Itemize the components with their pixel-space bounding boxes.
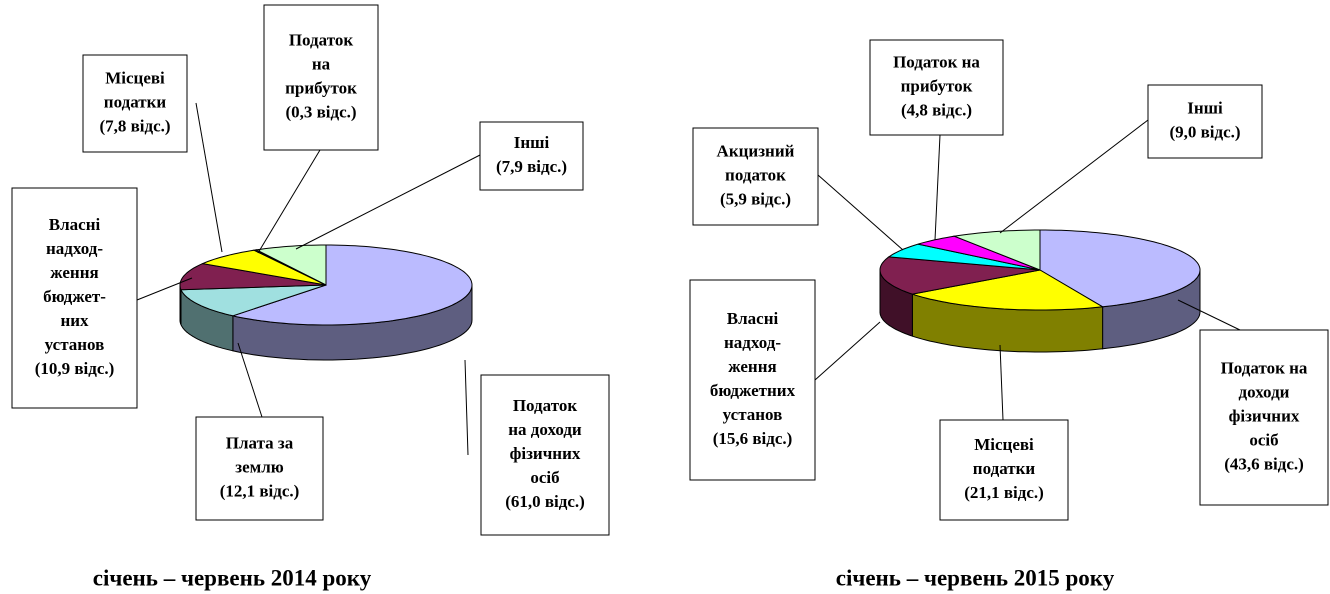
category-label: прибуток bbox=[285, 78, 357, 97]
category-label: Податок на bbox=[1221, 358, 1308, 377]
leader-line bbox=[814, 321, 881, 381]
value-label: (12,1 відс.) bbox=[220, 481, 300, 500]
value-label: (43,6 відс.) bbox=[1224, 454, 1304, 473]
leader-line bbox=[934, 134, 941, 241]
leader-line bbox=[237, 342, 263, 418]
category-label: Акцизний bbox=[717, 141, 795, 160]
label-box bbox=[689, 279, 816, 481]
label-box bbox=[692, 127, 819, 226]
category-label: Податок bbox=[289, 30, 354, 49]
label-box bbox=[82, 54, 188, 153]
category-label: ження bbox=[50, 263, 98, 282]
value-label: (4,8 відс.) bbox=[901, 100, 972, 119]
label-box bbox=[1199, 329, 1329, 506]
pie-side bbox=[179, 285, 182, 325]
category-label: надход- bbox=[724, 333, 781, 352]
category-label: них bbox=[60, 311, 89, 330]
category-label: Власні bbox=[727, 309, 779, 328]
value-label: (5,9 відс.) bbox=[720, 189, 791, 208]
value-label: (7,9 відс.) bbox=[496, 157, 567, 176]
label-box bbox=[939, 419, 1069, 521]
category-label: Власні bbox=[49, 215, 101, 234]
leader-line bbox=[999, 344, 1004, 421]
pie-slice bbox=[179, 263, 327, 291]
leader-line bbox=[1177, 299, 1241, 331]
pie-slice bbox=[231, 244, 473, 326]
category-label: Інші bbox=[1187, 98, 1223, 117]
label-box bbox=[480, 374, 610, 536]
category-label: фізичних bbox=[1229, 406, 1300, 425]
label-box bbox=[195, 416, 324, 521]
pie-slice bbox=[910, 269, 1105, 311]
category-label: надход- bbox=[46, 239, 103, 258]
category-label: осіб bbox=[530, 468, 559, 487]
label-box bbox=[1147, 84, 1263, 159]
category-label: Місцеві bbox=[974, 435, 1034, 454]
pie-slice bbox=[1039, 229, 1201, 308]
leader-line bbox=[195, 102, 223, 253]
category-label: Інші bbox=[514, 133, 550, 152]
category-label: податки bbox=[973, 459, 1036, 478]
pie-slice bbox=[952, 229, 1041, 271]
pie-slice bbox=[879, 256, 1041, 295]
category-label: ження bbox=[728, 357, 776, 376]
category-label: Податок на bbox=[893, 52, 980, 71]
chart-title: січень – червень 2015 року bbox=[836, 565, 1115, 590]
pie-slice bbox=[887, 243, 1041, 271]
category-label: на bbox=[312, 54, 331, 73]
label-box bbox=[11, 187, 138, 409]
category-label: Плата за bbox=[226, 433, 294, 452]
pie-slice bbox=[180, 284, 327, 317]
category-label: бюджетних bbox=[710, 381, 796, 400]
value-label: (7,8 відс.) bbox=[99, 116, 170, 135]
category-label: осіб bbox=[1249, 430, 1278, 449]
label-box bbox=[869, 39, 1004, 136]
category-label: бюджет- bbox=[43, 287, 106, 306]
leader-line bbox=[295, 154, 481, 250]
category-label: фізичних bbox=[510, 444, 581, 463]
category-label: Місцеві bbox=[105, 68, 165, 87]
category-label: податки bbox=[104, 92, 167, 111]
leader-line bbox=[136, 277, 193, 301]
label-box bbox=[263, 4, 379, 151]
category-label: прибуток bbox=[901, 76, 973, 95]
category-label: Податок bbox=[513, 396, 578, 415]
value-label: (10,9 відс.) bbox=[35, 359, 115, 378]
category-label: на доходи bbox=[508, 420, 582, 439]
category-label: землю bbox=[235, 457, 284, 476]
value-label: (21,1 відс.) bbox=[964, 483, 1044, 502]
leader-line bbox=[999, 119, 1149, 234]
category-label: установ bbox=[723, 405, 783, 424]
label-box bbox=[479, 121, 584, 191]
chart-title: січень – червень 2014 року bbox=[93, 565, 372, 590]
value-label: (9,0 відс.) bbox=[1169, 122, 1240, 141]
leader-line bbox=[817, 174, 904, 251]
value-label: (0,3 відс.) bbox=[285, 102, 356, 121]
pie-slice bbox=[200, 249, 327, 286]
leader-line bbox=[464, 359, 469, 456]
pie-slice bbox=[254, 244, 327, 286]
category-label: доходи bbox=[1239, 382, 1290, 401]
value-label: (61,0 відс.) bbox=[505, 492, 585, 511]
category-label: установ bbox=[45, 335, 105, 354]
value-label: (15,6 відс.) bbox=[713, 429, 793, 448]
category-label: податок bbox=[725, 165, 786, 184]
leader-line bbox=[257, 149, 321, 254]
